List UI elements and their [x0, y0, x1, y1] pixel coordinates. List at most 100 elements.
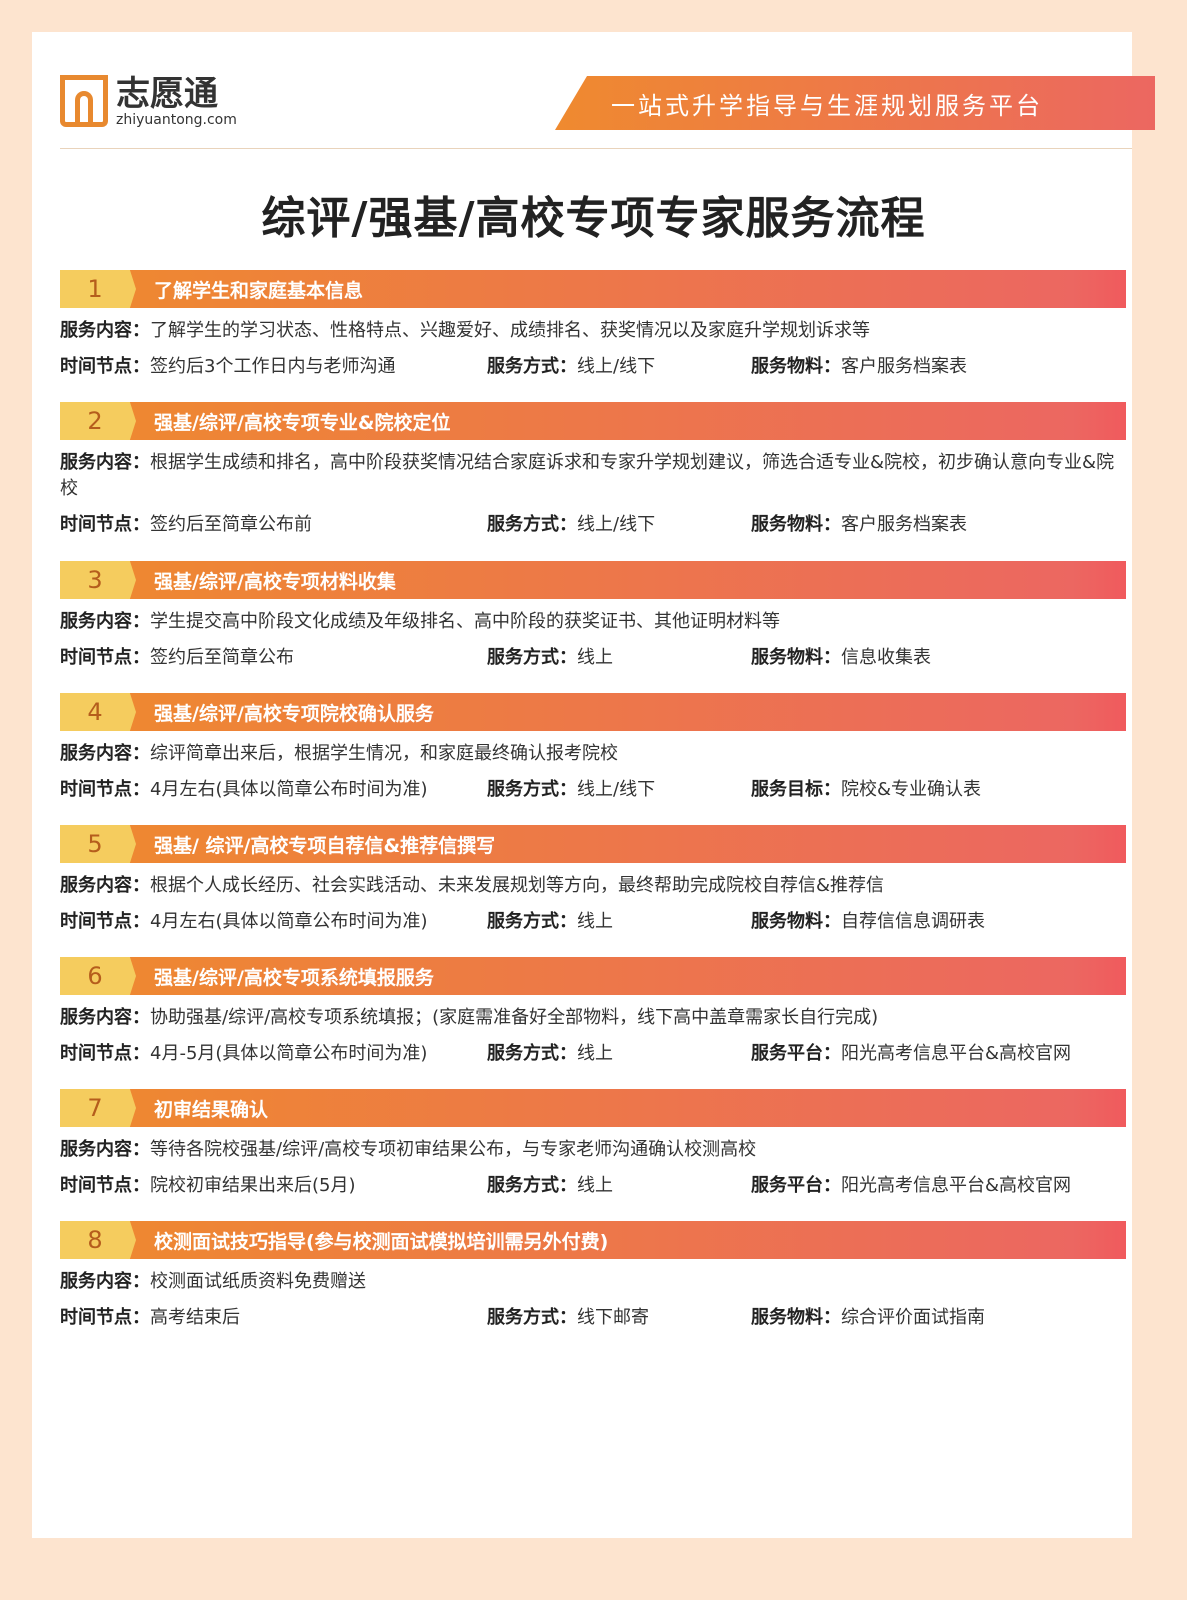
step-number: 8 — [60, 1221, 136, 1259]
third-value: 信息收集表 — [841, 647, 931, 668]
time-value: 4月-5月(具体以简章公布时间为准) — [150, 1043, 428, 1064]
third-label: 服务目标： — [751, 779, 841, 800]
content-value: 综评简章出来后，根据学生情况，和家庭最终确认报考院校 — [150, 743, 618, 764]
third-label: 服务物料： — [751, 1307, 841, 1328]
step-section: 6 强基/综评/高校专项系统填报服务 服务内容：协助强基/综评/高校专项系统填报… — [60, 957, 1126, 1067]
third-value: 阳光高考信息平台&高校官网 — [841, 1043, 1072, 1064]
third-value: 阳光高考信息平台&高校官网 — [841, 1175, 1072, 1196]
service-details: 时间节点：签约后3个工作日内与老师沟通 服务方式：线上/线下 服务物料：客户服务… — [60, 354, 1126, 380]
third-label: 服务物料： — [751, 911, 841, 932]
step-section: 4 强基/综评/高校专项院校确认服务 服务内容：综评简章出来后，根据学生情况，和… — [60, 693, 1126, 803]
method-value: 线上/线下 — [577, 356, 656, 377]
step-header: 7 初审结果确认 — [60, 1089, 1126, 1127]
time-value: 4月左右(具体以简章公布时间为准) — [150, 911, 428, 932]
step-section: 5 强基/ 综评/高校专项自荐信&推荐信撰写 服务内容：根据个人成长经历、社会实… — [60, 825, 1126, 935]
step-title: 强基/ 综评/高校专项自荐信&推荐信撰写 — [154, 834, 496, 857]
service-details: 时间节点：高考结束后 服务方式：线下邮寄 服务物料：综合评价面试指南 — [60, 1305, 1126, 1331]
method-value: 线上/线下 — [577, 514, 656, 535]
step-section: 1 了解学生和家庭基本信息 服务内容：了解学生的学习状态、性格特点、兴趣爱好、成… — [60, 270, 1126, 380]
method-label: 服务方式： — [487, 779, 577, 800]
step-number: 5 — [60, 825, 136, 863]
step-number: 1 — [60, 270, 136, 308]
step-header: 5 强基/ 综评/高校专项自荐信&推荐信撰写 — [60, 825, 1126, 863]
step-number: 3 — [60, 561, 136, 599]
step-header: 3 强基/综评/高校专项材料收集 — [60, 561, 1126, 599]
slogan-banner: 一站式升学指导与生涯规划服务平台 — [555, 76, 1155, 130]
time-label: 时间节点： — [60, 1043, 150, 1064]
third-label: 服务物料： — [751, 356, 841, 377]
content-label: 服务内容： — [60, 452, 150, 473]
method-label: 服务方式： — [487, 647, 577, 668]
page-title: 综评/强基/高校专项专家服务流程 — [261, 193, 926, 244]
time-value: 4月左右(具体以简章公布时间为准) — [150, 779, 428, 800]
time-label: 时间节点： — [60, 911, 150, 932]
method-label: 服务方式： — [487, 1175, 577, 1196]
content-value: 了解学生的学习状态、性格特点、兴趣爱好、成绩排名、获奖情况以及家庭升学规划诉求等 — [150, 320, 870, 341]
third-label: 服务物料： — [751, 514, 841, 535]
step-section: 3 强基/综评/高校专项材料收集 服务内容：学生提交高中阶段文化成绩及年级排名、… — [60, 561, 1126, 671]
brand-name: 志愿通 — [116, 74, 218, 114]
service-details: 时间节点：签约后至简章公布 服务方式：线上 服务物料：信息收集表 — [60, 645, 1126, 671]
third-value: 自荐信信息调研表 — [841, 911, 985, 932]
step-number: 6 — [60, 957, 136, 995]
step-title: 初审结果确认 — [154, 1098, 269, 1121]
third-label: 服务物料： — [751, 647, 841, 668]
content-value: 校测面试纸质资料免费赠送 — [150, 1271, 366, 1292]
third-value: 院校&专业确认表 — [841, 779, 982, 800]
method-label: 服务方式： — [487, 356, 577, 377]
step-header: 1 了解学生和家庭基本信息 — [60, 270, 1126, 308]
service-content: 服务内容：综评简章出来后，根据学生情况，和家庭最终确认报考院校 — [60, 741, 1126, 767]
step-header: 2 强基/综评/高校专项专业&院校定位 — [60, 402, 1126, 440]
step-header: 8 校测面试技巧指导(参与校测面试模拟培训需另外付费) — [60, 1221, 1126, 1259]
third-label: 服务平台： — [751, 1043, 841, 1064]
method-label: 服务方式： — [487, 1043, 577, 1064]
service-content: 服务内容：了解学生的学习状态、性格特点、兴趣爱好、成绩排名、获奖情况以及家庭升学… — [60, 318, 1126, 344]
step-title: 强基/综评/高校专项院校确认服务 — [154, 702, 434, 725]
service-content: 服务内容：协助强基/综评/高校专项系统填报；(家庭需准备好全部物料，线下高中盖章… — [60, 1005, 1126, 1031]
service-content: 服务内容：等待各院校强基/综评/高校专项初审结果公布，与专家老师沟通确认校测高校 — [60, 1137, 1126, 1163]
time-value: 签约后至简章公布前 — [150, 514, 312, 535]
service-details: 时间节点：4月-5月(具体以简章公布时间为准) 服务方式：线上 服务平台：阳光高… — [60, 1041, 1126, 1067]
service-content: 服务内容：学生提交高中阶段文化成绩及年级排名、高中阶段的获奖证书、其他证明材料等 — [60, 609, 1126, 635]
content-label: 服务内容： — [60, 1007, 150, 1028]
brand-domain: zhiyuantong.com — [116, 112, 237, 128]
time-value: 高考结束后 — [150, 1307, 240, 1328]
step-title: 校测面试技巧指导(参与校测面试模拟培训需另外付费) — [154, 1230, 609, 1253]
method-value: 线上/线下 — [577, 779, 656, 800]
content-label: 服务内容： — [60, 743, 150, 764]
time-label: 时间节点： — [60, 1175, 150, 1196]
third-label: 服务平台： — [751, 1175, 841, 1196]
time-value: 签约后至简章公布 — [150, 647, 294, 668]
step-title: 强基/综评/高校专项材料收集 — [154, 570, 396, 593]
time-label: 时间节点： — [60, 514, 150, 535]
step-header: 4 强基/综评/高校专项院校确认服务 — [60, 693, 1126, 731]
method-value: 线下邮寄 — [577, 1307, 649, 1328]
service-content: 服务内容：根据个人成长经历、社会实践活动、未来发展规划等方向，最终帮助完成院校自… — [60, 873, 1126, 899]
third-value: 综合评价面试指南 — [841, 1307, 985, 1328]
service-details: 时间节点：4月左右(具体以简章公布时间为准) 服务方式：线上 服务物料：自荐信信… — [60, 909, 1126, 935]
time-value: 签约后3个工作日内与老师沟通 — [150, 356, 396, 377]
step-title: 了解学生和家庭基本信息 — [154, 279, 364, 302]
time-label: 时间节点： — [60, 356, 150, 377]
content-value: 等待各院校强基/综评/高校专项初审结果公布，与专家老师沟通确认校测高校 — [150, 1139, 757, 1160]
time-value: 院校初审结果出来后(5月) — [150, 1175, 356, 1196]
content-value: 协助强基/综评/高校专项系统填报；(家庭需准备好全部物料，线下高中盖章需家长自行… — [150, 1007, 879, 1028]
step-number: 4 — [60, 693, 136, 731]
step-section: 2 强基/综评/高校专项专业&院校定位 服务内容：根据学生成绩和排名，高中阶段获… — [60, 402, 1126, 538]
third-value: 客户服务档案表 — [841, 356, 967, 377]
step-section: 8 校测面试技巧指导(参与校测面试模拟培训需另外付费) 服务内容：校测面试纸质资… — [60, 1221, 1126, 1331]
method-value: 线上 — [577, 1175, 613, 1196]
time-label: 时间节点： — [60, 779, 150, 800]
method-label: 服务方式： — [487, 1307, 577, 1328]
method-label: 服务方式： — [487, 911, 577, 932]
service-details: 时间节点：院校初审结果出来后(5月) 服务方式：线上 服务平台：阳光高考信息平台… — [60, 1173, 1126, 1199]
service-content: 服务内容：校测面试纸质资料免费赠送 — [60, 1269, 1126, 1295]
content-label: 服务内容： — [60, 320, 150, 341]
brand-logo: 志愿通 zhiyuantong.com — [60, 74, 237, 128]
third-value: 客户服务档案表 — [841, 514, 967, 535]
content-label: 服务内容： — [60, 1139, 150, 1160]
method-value: 线上 — [577, 1043, 613, 1064]
logo-icon — [60, 75, 108, 127]
content-value: 根据学生成绩和排名，高中阶段获奖情况结合家庭诉求和专家升学规划建议，筛选合适专业… — [60, 452, 1115, 499]
content-label: 服务内容： — [60, 1271, 150, 1292]
